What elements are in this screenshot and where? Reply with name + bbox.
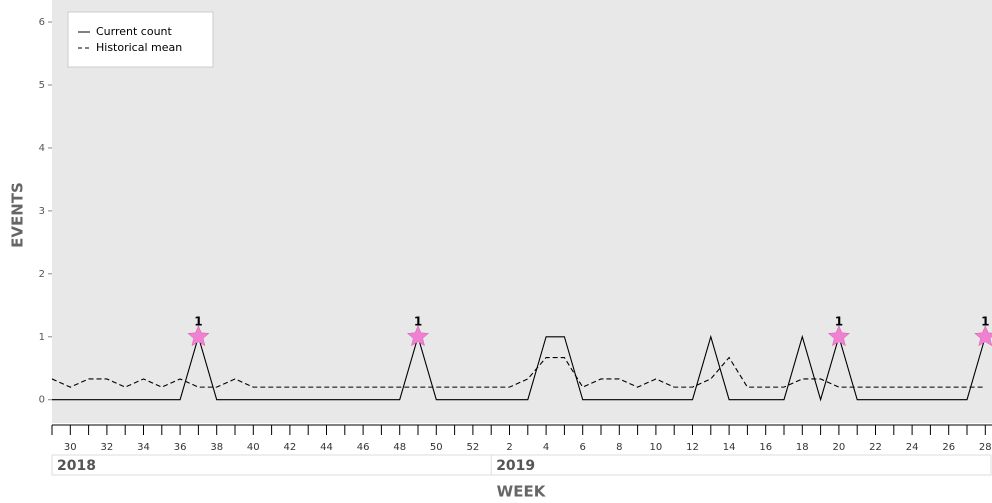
y-tick-label: 3: [39, 206, 45, 217]
x-tick-label: 20: [833, 442, 846, 453]
x-tick-label: 40: [247, 442, 260, 453]
alert-star: [406, 325, 430, 347]
x-tick-label: 42: [284, 442, 297, 453]
x-tick-label: 12: [686, 442, 699, 453]
legend-box: [67, 11, 214, 68]
x-tick-label: 32: [101, 442, 114, 453]
legend-label: Current count: [96, 25, 173, 38]
x-tick-label: 34: [137, 442, 150, 453]
series-line: [51, 356, 986, 388]
x-tick-label: 22: [869, 442, 882, 453]
y-tick-label: 5: [39, 80, 45, 91]
x-tick-label: 10: [650, 442, 663, 453]
x-tick-label: 24: [906, 442, 919, 453]
alert-star: [974, 325, 992, 347]
x-tick-label: 16: [759, 442, 772, 453]
x-tick-label: 36: [174, 442, 187, 453]
x-tick-label: 50: [430, 442, 443, 453]
legend-label: Historical mean: [96, 41, 182, 54]
x-tick-label: 30: [64, 442, 77, 453]
x-tick-label: 4: [543, 442, 549, 453]
y-tick-label: 4: [39, 143, 45, 154]
alert-label: 1: [194, 314, 202, 328]
series-line: [52, 334, 986, 402]
x-axis-label: WEEK: [497, 483, 547, 501]
x-tick-label: 38: [210, 442, 223, 453]
year-label: 2018: [57, 458, 96, 474]
x-tick-label: 46: [357, 442, 370, 453]
y-tick-label: 6: [39, 17, 45, 28]
plot-background: [52, 0, 992, 423]
x-tick-label: 2: [506, 442, 512, 453]
alert-star: [827, 325, 851, 347]
x-tick-label: 52: [467, 442, 480, 453]
alert-star: [187, 325, 210, 347]
alert-label: 1: [835, 314, 843, 328]
x-tick-label: 14: [723, 442, 736, 453]
alert-label: 1: [414, 314, 422, 328]
x-tick-label: 18: [796, 442, 809, 453]
x-tick-label: 28: [979, 442, 992, 453]
y-axis-label: EVENTS: [9, 182, 27, 248]
y-tick-label: 2: [39, 269, 45, 280]
x-tick-label: 6: [580, 442, 586, 453]
alert-label: 1: [981, 314, 989, 328]
year-label: 2019: [496, 458, 535, 474]
x-tick-label: 26: [942, 442, 955, 453]
x-tick-label: 48: [393, 442, 406, 453]
y-tick-label: 1: [39, 332, 45, 343]
y-tick-label: 0: [39, 395, 45, 406]
x-tick-label: 8: [616, 442, 622, 453]
year-band: [51, 454, 992, 476]
x-tick-label: 44: [320, 442, 333, 453]
